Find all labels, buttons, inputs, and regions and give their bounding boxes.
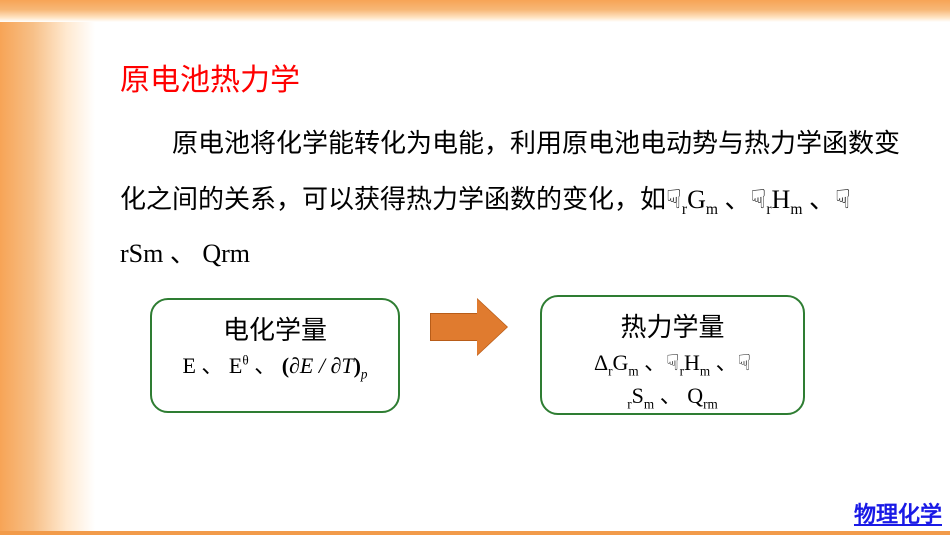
thermodynamics-box: 热力学量 ΔrGm 、☟rHm 、☟ rSm 、 Qrm	[540, 295, 805, 415]
left-box-content: E 、 Eθ 、 (∂E / ∂T)p	[170, 351, 380, 384]
arrow-icon	[430, 327, 510, 383]
right-box-content: ΔrGm 、☟rHm 、☟ rSm 、 Qrm	[560, 348, 785, 414]
body-main-text: 原电池将化学能转化为电能，利用原电池电动势与热力学函数变化之间的关系，可以获得热…	[120, 129, 900, 214]
slide-content: 原电池热力学 原电池将化学能转化为电能，利用原电池电动势与热力学函数变化之间的关…	[120, 55, 900, 282]
slide-heading: 原电池热力学	[120, 55, 900, 99]
top-gradient-border	[0, 0, 950, 22]
diagram-row: 电化学量 E 、 Eθ 、 (∂E / ∂T)p 热力学量 ΔrGm 、☟rHm…	[150, 295, 805, 415]
slide-body-text: 原电池将化学能转化为电能，利用原电池电动势与热力学函数变化之间的关系，可以获得热…	[120, 117, 900, 282]
left-box-title: 电化学量	[170, 310, 380, 347]
bottom-border	[0, 531, 950, 535]
footer-label: 物理化学	[854, 497, 942, 529]
right-box-title: 热力学量	[560, 307, 785, 344]
left-gradient-border	[0, 0, 95, 535]
electrochemistry-box: 电化学量 E 、 Eθ 、 (∂E / ∂T)p	[150, 298, 400, 413]
